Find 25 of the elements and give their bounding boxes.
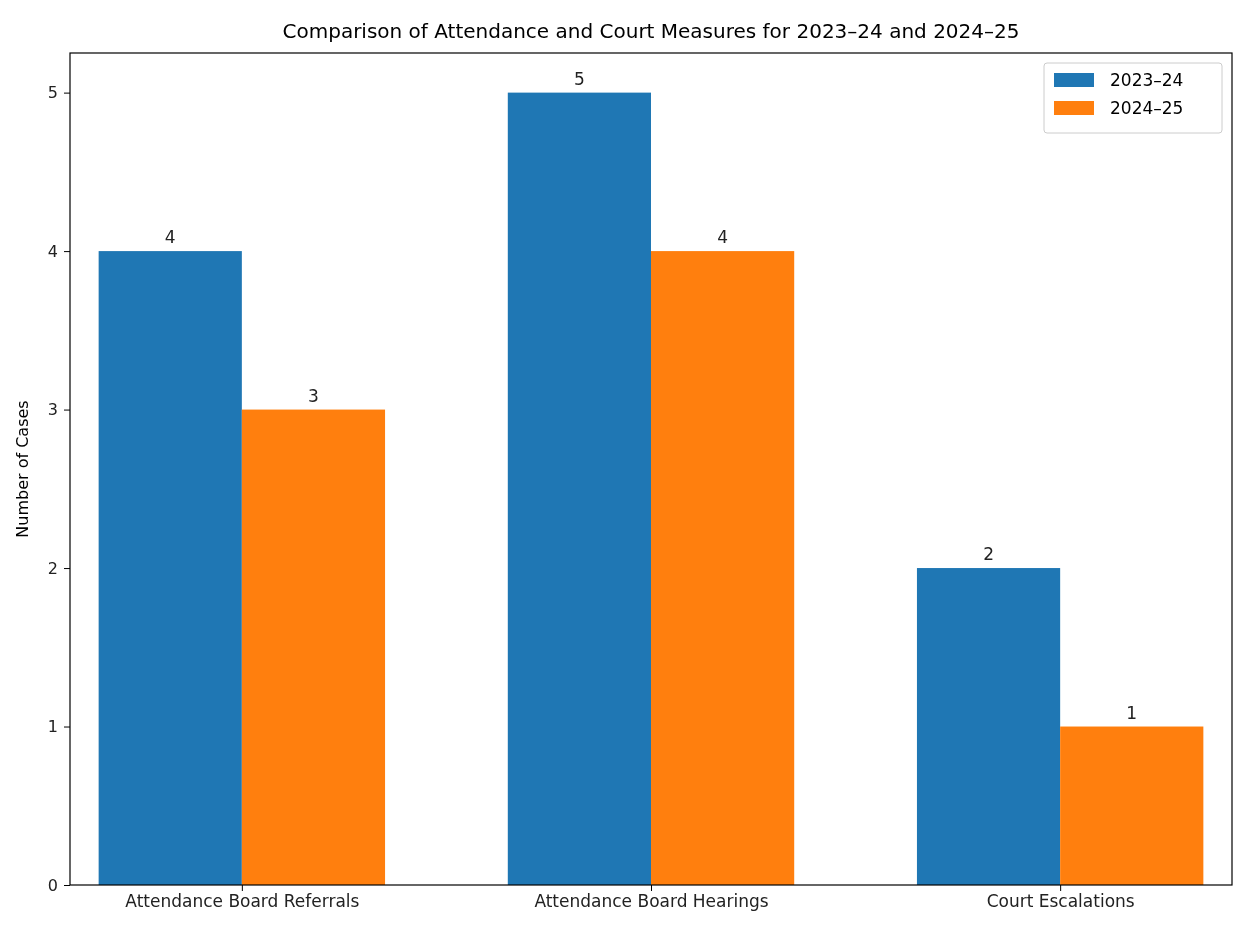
bar (651, 251, 795, 885)
legend-label: 2024–25 (1110, 98, 1184, 118)
data-label: 4 (164, 227, 176, 248)
data-label: 1 (1126, 702, 1138, 723)
data-label: 5 (573, 68, 585, 89)
bar (916, 568, 1061, 885)
chart-title: Comparison of Attendance and Court Measures for 2023–24 and 2024–25 (282, 19, 1020, 43)
legend-label: 2023–24 (1110, 70, 1184, 90)
x-tick-label: Court Escalations (986, 891, 1135, 912)
data-label: 4 (717, 227, 729, 248)
y-axis-title: Number of Cases (13, 400, 32, 538)
bar (507, 92, 651, 885)
y-tick-label: 4 (47, 241, 58, 261)
y-tick-label: 1 (47, 717, 58, 737)
x-tick-label: Attendance Board Referrals (125, 891, 360, 912)
data-label: 3 (308, 385, 319, 406)
bar (98, 251, 242, 885)
y-tick-label: 0 (47, 875, 58, 895)
data-label: 2 (983, 544, 994, 565)
bar (1060, 726, 1204, 885)
y-tick-label: 2 (47, 558, 58, 578)
bar (241, 409, 386, 885)
x-tick-label: Attendance Board Hearings (534, 891, 769, 912)
y-tick-label: 3 (47, 400, 58, 420)
y-tick-label: 5 (47, 83, 58, 103)
